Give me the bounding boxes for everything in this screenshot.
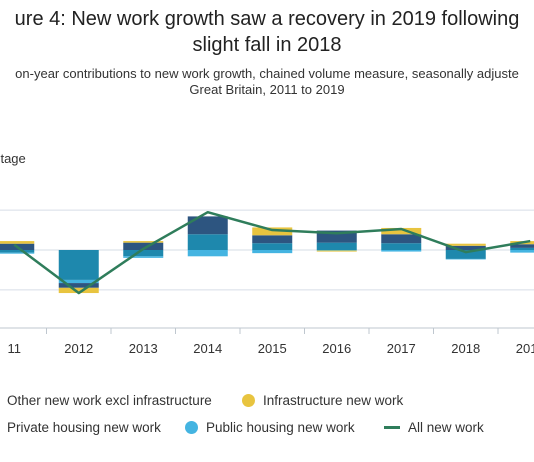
bar-0-4	[252, 243, 293, 250]
bar-1-3	[187, 250, 228, 257]
all-new-work-line	[13, 210, 531, 295]
chart-title: ure 4: New work growth saw a recovery in…	[0, 6, 534, 58]
bar-2-2	[123, 242, 164, 250]
x-tick-label-8: 2019	[516, 341, 534, 356]
bar-0-3	[187, 234, 228, 250]
legend-item-infrastructure[interactable]: Infrastructure new work	[242, 393, 403, 408]
bar-1-5	[316, 250, 357, 251]
chart-subtitle: on-year contributions to new work growth…	[0, 66, 534, 98]
bar-1-2	[123, 256, 164, 258]
bar-2-4	[252, 235, 293, 244]
x-tick-label-2: 2013	[129, 341, 158, 356]
bar-2-1	[58, 283, 99, 288]
bar-1-7	[445, 258, 486, 260]
bar-0-0	[0, 250, 35, 253]
legend-label-public: Public housing new work	[206, 420, 355, 435]
x-tick-label-5: 2016	[322, 341, 351, 356]
bar-1-0	[0, 252, 35, 254]
chart-subtitle-line-2: Great Britain, 2011 to 2019	[189, 82, 345, 97]
bar-3-5	[316, 250, 357, 252]
bar-3-4	[252, 227, 293, 236]
bar-3-2	[123, 241, 164, 243]
bar-0-8	[510, 247, 534, 250]
bar-0-2	[123, 250, 164, 257]
legend-label-infrastructure: Infrastructure new work	[263, 393, 404, 408]
y-axis-label: entage	[0, 151, 26, 166]
x-tick-label-4: 2015	[258, 341, 287, 356]
bar-0-7	[445, 250, 486, 259]
bar-1-1	[58, 279, 99, 284]
x-tick-label-3: 2014	[193, 341, 222, 356]
legend-swatch-all	[384, 426, 400, 429]
x-tick-label-6: 2017	[387, 341, 416, 356]
legend-label-other: Other new work excl infrastructure	[7, 393, 212, 408]
legend-item-public[interactable]: Public housing new work	[185, 420, 355, 435]
bar-1-8	[510, 250, 534, 253]
bar-1-6	[381, 250, 422, 252]
bar-3-7	[445, 243, 486, 246]
bar-2-8	[510, 244, 534, 248]
bar-2-6	[381, 234, 422, 244]
legend-item-other[interactable]: Other new work excl infrastructure	[0, 393, 212, 408]
legend-item-all[interactable]: All new work	[384, 420, 484, 435]
bar-0-5	[316, 242, 357, 250]
bar-2-7	[445, 245, 486, 250]
legend-swatch-public	[185, 421, 198, 434]
bar-3-0	[0, 241, 35, 244]
chart-title-line-1: ure 4: New work growth saw a recovery in…	[14, 8, 520, 30]
bar-0-1	[58, 250, 99, 280]
chart-subtitle-line-1: on-year contributions to new work growth…	[15, 66, 519, 81]
legend-label-all: All new work	[408, 420, 484, 435]
chart-title-line-2: slight fall in 2018	[192, 34, 342, 56]
bar-2-3	[187, 216, 228, 235]
x-tick-label-7: 2018	[451, 341, 480, 356]
bar-0-6	[381, 243, 422, 250]
legend-label-private: Private housing new work	[7, 420, 161, 435]
legend-swatch-infrastructure	[242, 394, 255, 407]
legend-item-private[interactable]: Private housing new work	[0, 420, 161, 435]
bar-3-6	[381, 227, 422, 235]
bar-1-4	[252, 250, 293, 254]
x-tick-label-0: 11	[8, 341, 22, 356]
x-tick-label-1: 2012	[64, 341, 93, 356]
bar-3-1	[58, 287, 99, 294]
